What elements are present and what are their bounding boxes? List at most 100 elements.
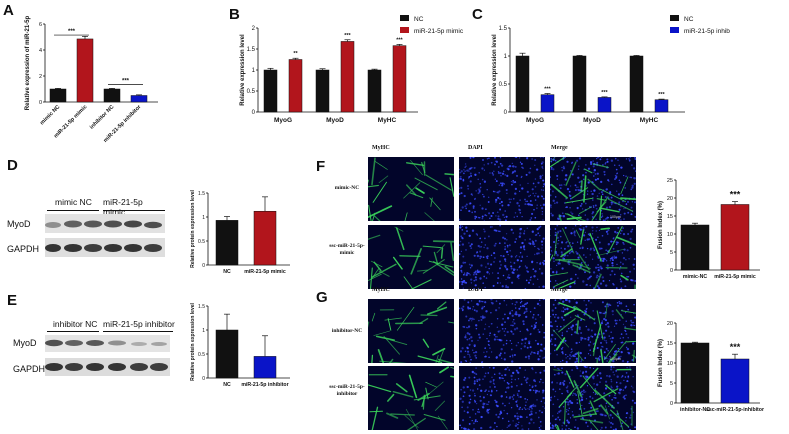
- micrograph-image: [368, 366, 454, 430]
- x-tick-label-b: MyoD: [326, 117, 344, 124]
- micro-f-scale: 100μm: [610, 215, 621, 219]
- y-tick-label-a: 6: [39, 22, 42, 28]
- micrograph-image: [459, 299, 545, 363]
- blot-d-group1-label: mimic NC: [55, 197, 92, 207]
- blot-e-row2-label: GAPDH: [13, 364, 46, 374]
- bar-c-myod-1: [572, 55, 587, 113]
- micro-f-myhc-nc: [368, 157, 454, 221]
- micro-g-dapi-inh: [459, 366, 545, 430]
- panel-letter-d: D: [7, 157, 18, 174]
- bar-b-myog-1: [263, 69, 278, 113]
- micro-g-row2: ssc-miR-21-5p-inhibitor: [329, 384, 365, 397]
- bar-b-myog-2: [288, 59, 303, 113]
- micrograph-image: [459, 225, 545, 289]
- bar-c-myog-1: [515, 55, 530, 113]
- legend-swatch-b: [400, 15, 409, 21]
- y-tick-label-b: 2: [252, 26, 256, 32]
- y-axis-label-f: Fusion Index (%): [658, 201, 664, 249]
- bar-c-myhc-1: [629, 55, 644, 113]
- micro-g-merge-inh: [550, 366, 636, 430]
- y-tick-label-b: 1.5: [247, 47, 256, 53]
- x-tick-label-c: MyHC: [640, 117, 659, 124]
- legend-label-c: miR-21-5p inhibitor: [684, 28, 730, 35]
- micrograph-image: [368, 301, 454, 363]
- y-tick-label-c: 1.5: [499, 26, 508, 32]
- micro-f-dapi-nc: [459, 157, 545, 221]
- y-tick-label-f: 10: [667, 232, 673, 238]
- bar-c-myhc-2: [654, 99, 669, 113]
- blot-e-image: [45, 335, 170, 376]
- blot-d-image: [45, 214, 165, 257]
- legend-label-b: NC: [414, 16, 424, 23]
- bar-c-myog-2: [540, 94, 555, 113]
- micro-f-merge-nc: [550, 157, 636, 221]
- micrograph-image: [459, 157, 545, 221]
- y-tick-label-g: 10: [667, 361, 673, 367]
- x-tick-label-e: miR-21-5p inhibitor: [241, 382, 288, 388]
- y-axis-label-a: Relative expression of miR-21-5p: [25, 15, 31, 110]
- micrograph-image: [368, 157, 454, 221]
- blot-e-group1-line: [47, 331, 99, 332]
- y-tick-label-e: 1: [202, 328, 205, 334]
- x-tick-label-e: NC: [223, 382, 231, 388]
- bar-b-myod-1: [315, 69, 330, 113]
- y-tick-label-d: 0: [202, 263, 205, 269]
- y-tick-label-b: 0: [252, 110, 256, 116]
- micro-g-row1: inhibitor-NC: [331, 328, 363, 334]
- micro-f-dapi-mimic: [459, 225, 545, 289]
- significance-label-f: ***: [730, 190, 741, 200]
- y-tick-label-d: 1: [202, 215, 205, 221]
- y-tick-label-f: 20: [667, 196, 673, 202]
- bar-b-myod-2: [340, 41, 355, 113]
- blot-d-group2-label: miR-21-5p mimic: [103, 197, 143, 217]
- x-tick-label-d: miR-21-5p mimic: [244, 269, 286, 275]
- bar-d-2: [253, 210, 277, 266]
- y-axis-label-e: Relative protein expression level: [190, 302, 196, 380]
- bar-e-1: [215, 329, 239, 379]
- legend-swatch-c: [670, 27, 679, 33]
- y-axis-label-d: Relative protein expression level: [190, 189, 196, 267]
- micrograph-image: [550, 299, 636, 363]
- x-tick-label-f: miR-21-5p mimic: [714, 274, 756, 280]
- micrograph-image: [550, 225, 636, 289]
- micrograph-image: [368, 226, 454, 289]
- panel-letter-a: A: [3, 2, 14, 19]
- x-tick-label-d: NC: [223, 269, 231, 275]
- western-blot-e: inhibitor NC miR-21-5p inhibitor MyoD GA…: [13, 315, 175, 385]
- micro-f-col3: Merge: [551, 145, 568, 151]
- y-tick-label-g: 15: [667, 341, 673, 347]
- micrograph-image: [550, 157, 636, 221]
- micro-f-col1: MyHC: [372, 145, 390, 151]
- blot-e-row1-label: MyoD: [13, 338, 37, 348]
- y-tick-label-a: 0: [39, 100, 42, 106]
- micrograph-image: [459, 366, 545, 430]
- bar-a-1: [49, 88, 67, 103]
- significance-label-g: ***: [730, 342, 741, 352]
- significance-label-c: ***: [601, 90, 608, 96]
- bar-f-1: [680, 224, 710, 271]
- y-tick-label-b: 0.5: [247, 89, 256, 95]
- y-tick-label-e: 1.5: [198, 304, 205, 310]
- y-tick-label-b: 1: [252, 68, 256, 74]
- chart-panel-f: 0 5 10 15 20 25 Fusion Index (%) mimic-NC miR-21…: [658, 178, 760, 280]
- y-axis-label-b: Relative expression level: [240, 34, 246, 106]
- microscopy-panel-f: MyHC DAPI Merge mimic-NC ssc-miR-21-5p-m…: [320, 145, 640, 295]
- micrograph-image: [550, 366, 636, 430]
- blot-d-group1-line: [47, 210, 99, 211]
- y-tick-label-c: 0: [504, 110, 508, 116]
- chart-panel-b: 0 0.5 1 1.5 2 Relative expression level ** MyoG…: [240, 15, 464, 124]
- legend-label-b: miR-21-5p mimic: [414, 28, 464, 35]
- x-tick-label-c: MyoD: [583, 117, 601, 124]
- bar-f-2: [720, 204, 750, 271]
- bar-a-3: [103, 88, 121, 103]
- micro-f-col2: DAPI: [468, 145, 483, 151]
- y-tick-label-a: 4: [39, 48, 42, 54]
- y-tick-label-f: 5: [670, 250, 673, 256]
- micro-f-row1: mimic-NC: [334, 185, 360, 191]
- panel-letter-e: E: [7, 292, 18, 309]
- x-tick-label-a: inhibitor NC: [89, 104, 116, 131]
- micro-g-scale: 100μm: [610, 357, 621, 361]
